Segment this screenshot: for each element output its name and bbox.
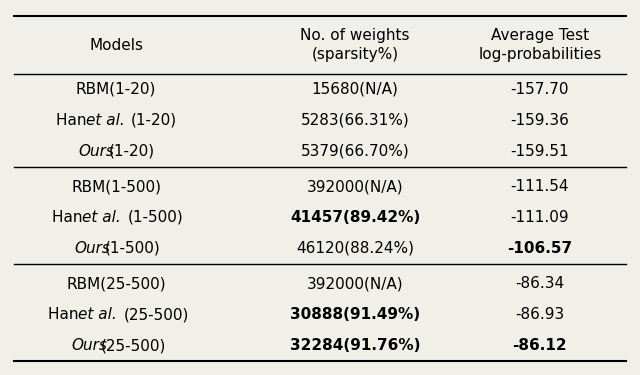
Text: 392000(N/A): 392000(N/A) — [307, 276, 403, 291]
Text: No. of weights
(sparsity%): No. of weights (sparsity%) — [300, 28, 410, 62]
Text: (1-500): (1-500) — [105, 241, 161, 256]
Text: 41457(89.42%): 41457(89.42%) — [290, 210, 420, 225]
Text: Han: Han — [56, 113, 92, 128]
Text: Han: Han — [49, 307, 84, 322]
Text: 5379(66.70%): 5379(66.70%) — [301, 144, 410, 159]
Text: (1-20): (1-20) — [109, 144, 155, 159]
Text: -86.93: -86.93 — [515, 307, 564, 322]
Text: Average Test
log-probabilities: Average Test log-probabilities — [478, 28, 602, 62]
Text: et al.: et al. — [83, 210, 121, 225]
Text: Ours: Ours — [79, 144, 115, 159]
Text: -157.70: -157.70 — [511, 82, 569, 97]
Text: -111.54: -111.54 — [511, 179, 569, 194]
Text: -111.09: -111.09 — [511, 210, 569, 225]
Text: RBM(25-500): RBM(25-500) — [67, 276, 166, 291]
Text: RBM(1-20): RBM(1-20) — [76, 82, 156, 97]
Text: Ours: Ours — [75, 241, 111, 256]
Text: et al.: et al. — [79, 307, 117, 322]
Text: (1-20): (1-20) — [131, 113, 177, 128]
Text: Ours: Ours — [71, 338, 107, 353]
Text: (1-500): (1-500) — [127, 210, 183, 225]
Text: 46120(88.24%): 46120(88.24%) — [296, 241, 414, 256]
Text: -86.12: -86.12 — [513, 338, 567, 353]
Text: 32284(91.76%): 32284(91.76%) — [290, 338, 420, 353]
Text: 392000(N/A): 392000(N/A) — [307, 179, 403, 194]
Text: -159.36: -159.36 — [511, 113, 569, 128]
Text: 15680(N/A): 15680(N/A) — [312, 82, 399, 97]
Text: -106.57: -106.57 — [508, 241, 572, 256]
Text: 30888(91.49%): 30888(91.49%) — [290, 307, 420, 322]
Text: et al.: et al. — [86, 113, 125, 128]
Text: (25-500): (25-500) — [101, 338, 166, 353]
Text: Han: Han — [52, 210, 88, 225]
Text: -86.34: -86.34 — [515, 276, 564, 291]
Text: -159.51: -159.51 — [511, 144, 569, 159]
Text: 5283(66.31%): 5283(66.31%) — [301, 113, 410, 128]
Text: RBM(1-500): RBM(1-500) — [71, 179, 161, 194]
Text: (25-500): (25-500) — [124, 307, 189, 322]
Text: Models: Models — [89, 38, 143, 52]
